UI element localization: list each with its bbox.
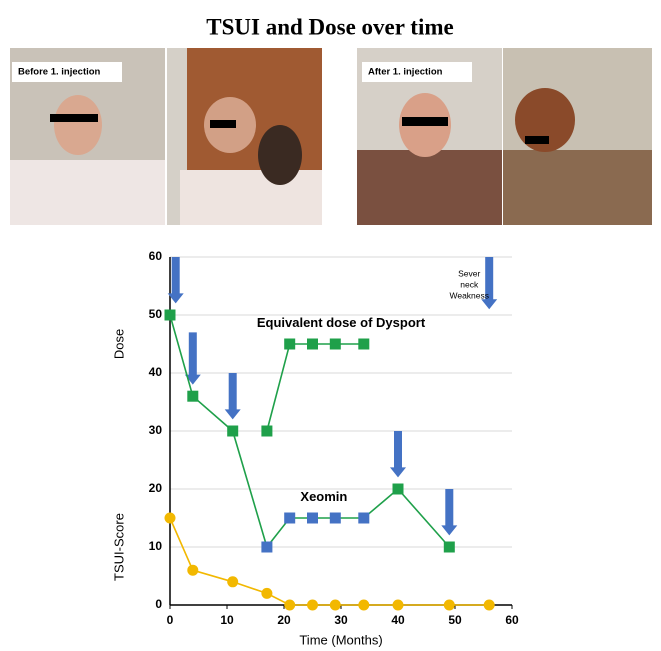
arrow	[184, 332, 201, 385]
point	[329, 512, 341, 524]
arrow	[167, 257, 184, 304]
x-tick-label: 40	[391, 613, 405, 627]
photo-after: After 1. injection	[357, 48, 652, 225]
x-tick-label: 0	[167, 613, 174, 627]
point	[227, 425, 239, 437]
y-axis-label: Dose	[111, 329, 126, 359]
photo-before: Before 1. injection	[10, 48, 322, 225]
point	[187, 390, 199, 402]
point	[284, 599, 296, 611]
point	[227, 576, 239, 588]
point	[329, 599, 341, 611]
title: TSUI and Dose over time	[206, 14, 453, 39]
annotation: Xeomin	[300, 489, 347, 504]
point	[164, 512, 176, 524]
point	[392, 599, 404, 611]
point	[307, 599, 318, 611]
x-axis-label: Time (Months)	[299, 632, 382, 647]
point	[358, 338, 370, 350]
photo-label: After 1. injection	[368, 67, 443, 78]
x-tick-label: 30	[334, 613, 348, 627]
point	[261, 587, 273, 599]
point	[307, 338, 318, 350]
point	[261, 541, 273, 553]
chart: 0 10 20 30 40 50 60 0 10 20 30 40 50 60 Time (Months) D…	[111, 249, 519, 647]
arrow	[224, 373, 241, 420]
annotation: Weakness	[449, 291, 489, 301]
x-tick-label: 60	[505, 613, 519, 627]
y-tick-label: 30	[149, 423, 163, 437]
point	[443, 599, 455, 611]
arrow	[441, 489, 458, 536]
y-tick-label: 50	[149, 307, 163, 321]
arrow	[481, 257, 498, 310]
point	[358, 599, 370, 611]
point	[358, 512, 370, 524]
series-line	[169, 314, 450, 549]
point	[392, 483, 404, 495]
series-line	[169, 517, 490, 606]
point	[284, 338, 296, 350]
arrow	[390, 431, 406, 478]
x-tick-label: 20	[277, 613, 291, 627]
series-line	[266, 343, 364, 432]
point	[483, 599, 495, 611]
annotation: neck	[460, 280, 479, 290]
y-tick-label: 0	[155, 597, 162, 611]
point	[284, 512, 296, 524]
y-tick-label: 20	[149, 481, 163, 495]
photo-label: Before 1. injection	[18, 67, 101, 78]
point	[187, 564, 199, 576]
annotation: Sever	[458, 269, 480, 279]
point	[307, 512, 318, 524]
y-tick-label: 40	[149, 365, 163, 379]
y-tick-label: 60	[149, 249, 163, 263]
x-tick-label: 50	[448, 613, 462, 627]
point	[261, 425, 273, 437]
annotation: Equivalent dose of Dysport	[257, 315, 426, 330]
point	[443, 541, 455, 553]
point	[164, 309, 176, 321]
y-axis-label: TSUI-Score	[111, 513, 126, 581]
point	[329, 338, 341, 350]
y-tick-label: 10	[149, 539, 163, 553]
x-tick-label: 10	[220, 613, 234, 627]
